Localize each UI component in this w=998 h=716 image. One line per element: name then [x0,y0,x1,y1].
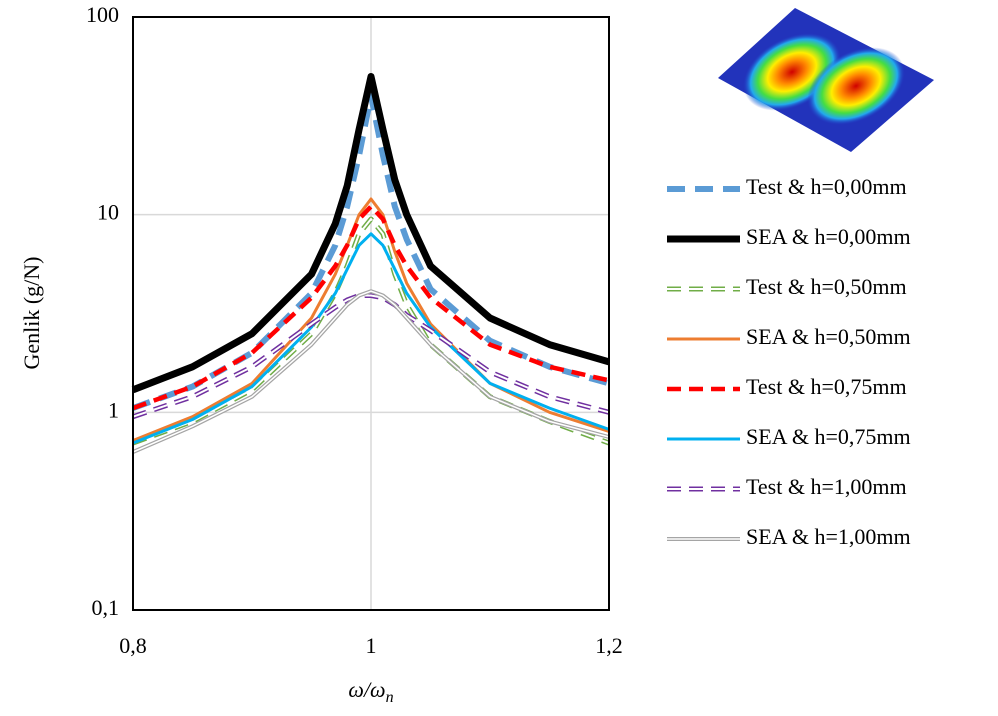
legend-label: Test & h=1,00mm [746,474,907,499]
series-line-core [132,290,610,453]
x-axis-label-sub: n [386,689,394,706]
series-line-core [132,294,610,418]
x-tick-label: 1 [366,633,377,658]
series-line [132,232,610,445]
legend-label: Test & h=0,00mm [746,174,907,199]
legend-label: SEA & h=0,75mm [746,424,911,449]
series-line [131,92,610,411]
legend-label: Test & h=0,75mm [746,374,907,399]
legend-label: Test & h=0,50mm [746,274,907,299]
series-line [131,73,610,394]
plot-frame [132,16,610,611]
y-tick-label: 100 [86,2,119,27]
y-tick-label: 1 [108,397,119,422]
x-tick-label: 1,2 [595,633,623,658]
y-tick-label: 0,1 [92,595,120,620]
y-tick-label: 10 [97,200,119,225]
series-line [132,204,610,411]
x-axis-label-main: ω/ω [348,677,385,702]
legend-label: SEA & h=0,00mm [746,224,911,249]
y-axis-label: Genlik (g/N) [19,256,44,369]
legend-label: SEA & h=0,50mm [746,324,911,349]
x-tick-label: 0,8 [119,633,147,658]
plot-area [131,73,610,454]
x-axis-label: ω/ωn [348,677,393,706]
legend-label: SEA & h=1,00mm [746,524,911,549]
mode-shape-image [718,8,934,152]
